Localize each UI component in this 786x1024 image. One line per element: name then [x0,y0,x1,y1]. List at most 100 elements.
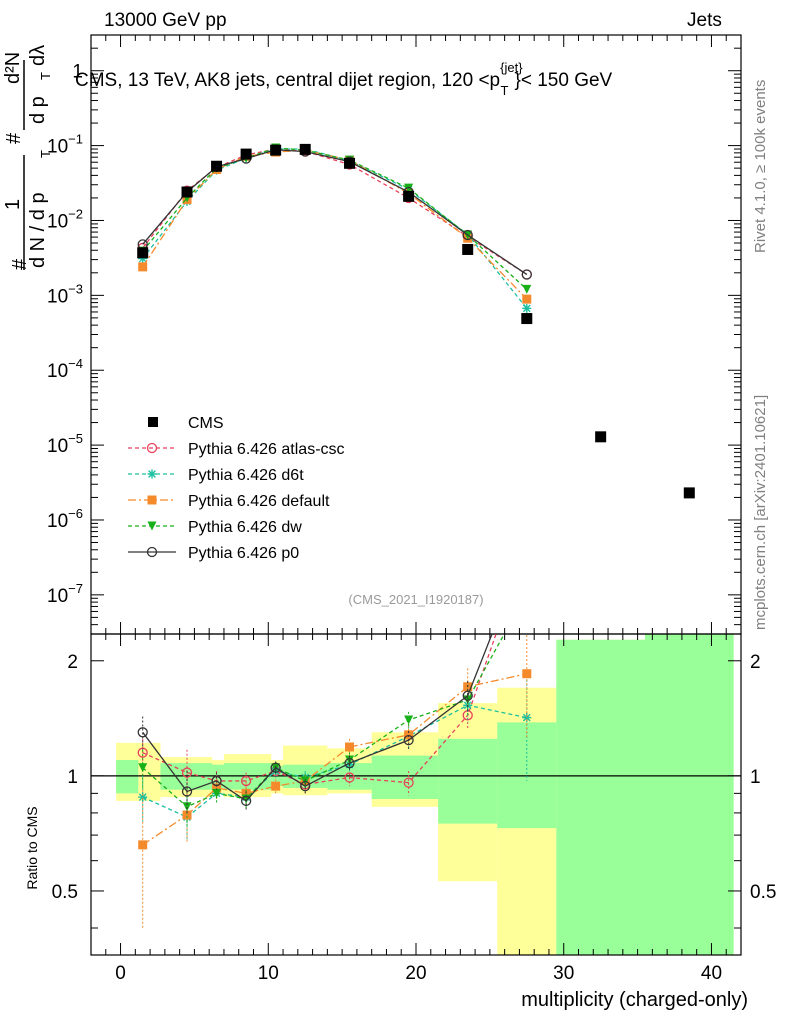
process-label: Jets [687,10,722,31]
legend-marker [147,521,157,531]
ratio-band-inner [371,755,439,799]
y-tick-label: 10−1 [47,132,83,158]
ratio-point [212,788,222,798]
data-point [521,313,533,325]
ratio-band-inner [497,722,557,829]
ratio-point [181,767,193,778]
series-line [142,149,528,276]
data-point [403,190,415,202]
legend-label: CMS [188,415,224,432]
data-point [344,157,356,169]
main-series [137,143,695,499]
ratio-point [344,772,355,783]
data-point [137,247,149,259]
legend-marker [147,495,157,505]
ratio-point [403,735,414,746]
x-tick-label: 0 [115,963,126,984]
series-line [142,147,528,290]
ratio-point [344,757,355,769]
series-point [521,269,532,280]
legend-label: Pythia 6.426 atlas-csc [188,441,345,458]
energy-label: 13000 GeV pp [104,10,227,31]
title-subscript: T [501,83,509,98]
y-axis-label: # 1 d N / d p T # d²N d p T dλ [2,45,53,270]
x-axis-label: multiplicity (charged-only) [521,989,748,1011]
plot-title: CMS, 13 TeV, AK8 jets, central dijet reg… [75,60,613,98]
ratio-point [522,541,531,550]
series-point [522,294,532,304]
series-line [142,149,528,300]
ratio-point [211,775,222,787]
ratio-point [404,715,414,725]
title-superscript: {jet} [500,60,523,75]
series-line [142,148,528,309]
y-label-lambda: dλ [27,45,49,66]
ratio-point [522,589,531,598]
ratio-y-tick-label: 1 [67,767,78,788]
ratio-line [142,673,527,846]
ratio-point [522,541,531,550]
legend-marker [147,469,157,479]
y-tick-label: 1 [72,62,83,83]
y-tick-label: 10−2 [47,206,83,232]
y-label-hash2: # [3,132,25,144]
y-tick-label: 10−5 [47,431,83,457]
data-point [462,243,474,255]
series-point [522,284,532,294]
ratio-y-tick-label: 0.5 [52,882,78,903]
ratio-band-inner [644,634,734,955]
ratio-point [300,780,311,792]
y-label-hash: # [9,258,31,270]
ratio-y-label: Ratio to CMS [24,806,40,889]
data-point [299,143,311,155]
x-tick-label: 40 [701,963,722,984]
series-point [522,303,532,313]
ratio-point [182,802,192,812]
data-point [270,144,282,156]
legend: CMS Pythia 6.426 atlas-csc Pythia 6.426 d6… [128,415,345,562]
ratio-point [240,795,252,807]
series-point [404,183,414,193]
x-tick-label: 30 [553,963,574,984]
legend-marker [146,442,158,454]
ratio-band-inner [438,738,498,824]
ratio-point [462,690,473,701]
data-point [211,160,223,172]
ratio-point [345,742,355,752]
ratio-point [212,783,222,793]
ratio-y-tick-label: 1 [750,767,761,788]
series-point [462,229,473,241]
y-tick-label: 10−3 [47,281,83,307]
legend-label: Pythia 6.426 p0 [188,545,299,562]
legend-label: Pythia 6.426 default [188,493,330,510]
legend-label: Pythia 6.426 d6t [188,467,304,484]
x-tick-label: 10 [258,963,279,984]
ratio-inner [137,541,532,929]
data-point [240,148,252,160]
ratio-band-inner [116,760,139,794]
ratio-line [142,704,527,818]
ratio-y-tick-label: 0.5 [750,882,776,903]
ratio-line [142,634,493,802]
data-point [595,431,607,443]
ratio-point [138,840,148,850]
ratio-point [404,730,414,740]
ratio-y-tick-label: 2 [67,652,78,673]
ratio-y-tick-label: 2 [750,652,761,673]
ratio-point [240,775,252,787]
ratio-point [271,781,281,791]
series-line [142,148,528,276]
watermark: (CMS_2021_I1920187) [348,592,483,607]
y-label-deriv-top: d²N [2,52,24,84]
legend-marker-cms [148,417,158,427]
y-label-frac-top: 1 [2,199,24,210]
y-tick-label: 10−6 [47,506,83,532]
data-point [181,186,193,198]
ratio-point [403,777,414,788]
axis-ticks: 0 10 20 30 40 10−7 10−6 10−5 10−4 10−3 10−2 10−1 1 0.… [47,34,776,984]
y-label-frac-bottom: d N / d p [27,192,49,268]
y-tick-label: 10−7 [47,581,83,607]
y-label-deriv-bottom: d p [27,96,49,124]
y-label-frac-sub: T [38,150,53,158]
